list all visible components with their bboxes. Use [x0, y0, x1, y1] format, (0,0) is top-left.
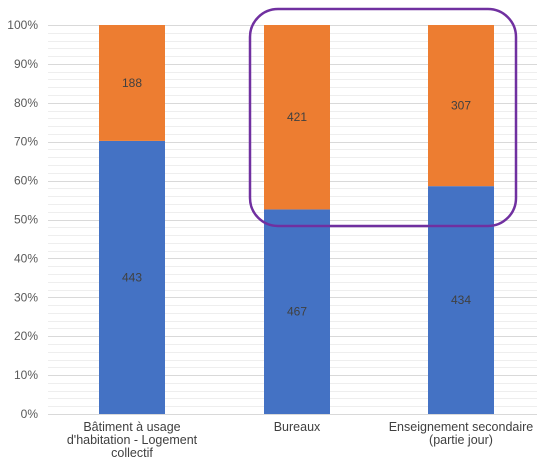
x-category-label: Enseignement secondaire (partie jour)	[389, 420, 534, 447]
y-tick-label: 70%	[14, 135, 38, 149]
highlight-box	[248, 7, 518, 228]
x-axis: Bâtiment à usage d'habitation - Logement c…	[67, 420, 533, 460]
y-tick-label: 50%	[14, 213, 38, 227]
y-axis: 0% 10% 20% 30% 40% 50% 60% 70% 80% 90% 100%	[7, 18, 38, 421]
data-label: 307	[451, 99, 471, 113]
bar-segment	[99, 25, 165, 141]
x-category-label: Bâtiment à usage d'habitation - Logement c…	[67, 420, 198, 460]
x-category-label-line: collectif	[111, 446, 153, 460]
x-category-label-line: d'habitation - Logement	[67, 433, 198, 447]
x-category-label-line: Bâtiment à usage	[83, 420, 180, 434]
x-category-label-line: (partie jour)	[429, 433, 493, 447]
y-tick-label: 10%	[14, 368, 38, 382]
bar-segment	[264, 209, 330, 414]
highlight-group	[248, 7, 518, 228]
y-tick-label: 0%	[21, 407, 39, 421]
y-tick-label: 90%	[14, 57, 38, 71]
x-category-label-line: Bureaux	[274, 420, 321, 434]
x-category-label-line: Enseignement secondaire	[389, 420, 534, 434]
x-category-label: Bureaux	[274, 420, 321, 434]
y-tick-label: 40%	[14, 251, 38, 265]
y-tick-label: 30%	[14, 290, 38, 304]
y-tick-label: 60%	[14, 174, 38, 188]
bar-segment	[428, 186, 494, 414]
data-label: 443	[122, 270, 142, 284]
data-label: 188	[122, 76, 142, 90]
y-tick-label: 20%	[14, 329, 38, 343]
data-label: 421	[287, 110, 307, 124]
data-label: 434	[451, 293, 471, 307]
y-tick-label: 100%	[7, 18, 38, 32]
data-labels: 443 188 467 421 434 307	[122, 76, 471, 319]
data-label: 467	[287, 305, 307, 319]
bars	[99, 25, 494, 415]
y-tick-label: 80%	[14, 96, 38, 110]
bar-segment	[264, 25, 330, 210]
bar-segment	[428, 25, 494, 187]
bar-segment	[99, 140, 165, 415]
